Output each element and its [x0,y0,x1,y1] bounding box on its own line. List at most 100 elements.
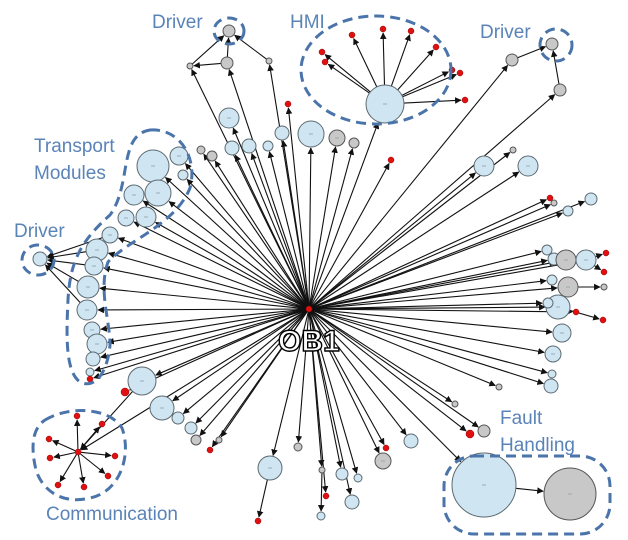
edge [379,32,387,86]
leaf-node [98,420,106,428]
edge [234,154,309,307]
ob1-label: OB1 [278,325,340,358]
edge [220,311,308,438]
edge [311,303,546,311]
edge [311,310,467,432]
edge [295,311,310,443]
driver-left-label: Driver [14,221,65,242]
edge [107,251,307,309]
block-node [353,473,363,483]
block-node [222,24,236,38]
block-node [550,199,558,207]
edge [311,203,551,309]
edge [324,54,371,93]
edge [317,472,325,512]
edge [310,310,462,463]
edge [193,61,222,69]
nodes [32,24,610,525]
edges [44,32,603,518]
edge [550,50,560,85]
edge [353,38,378,88]
block-node [241,138,257,154]
block-node [220,56,234,70]
edge [232,127,309,307]
edge [309,311,385,446]
edge [285,107,310,307]
block-node [344,494,360,510]
block-node [542,297,554,309]
leaf-node [602,249,610,257]
block-node [274,125,290,141]
edge [311,258,548,309]
leaf-node [322,492,330,500]
leaf-node [284,100,292,108]
leaf-node [111,452,119,460]
edge [515,487,544,494]
leaf-node [45,435,53,443]
leaf-node [387,156,395,164]
block-node [543,378,559,394]
block-node [547,369,557,379]
edge [390,34,411,87]
block-node [553,83,567,97]
leaf-node [432,43,440,51]
edge [280,140,310,307]
edge [227,69,309,307]
driver-top-outline [212,16,246,46]
edge [311,249,542,309]
edge [133,221,307,309]
edge [99,285,307,310]
edge [168,201,307,308]
edge [79,453,106,474]
edge [80,391,134,450]
ob1-center-node [305,305,313,313]
edge [165,177,308,308]
leaf-node [600,268,608,276]
block-node [293,442,303,452]
edge [271,311,309,457]
block-node [85,367,95,377]
block-node [262,140,274,152]
block-node [186,62,194,70]
edge [100,309,307,360]
edge [250,152,309,307]
hmi-outline [299,14,453,126]
block-node [224,140,240,156]
edge [309,311,343,468]
leaf-node [104,472,112,480]
leaf-node [379,25,387,33]
edge [80,310,307,451]
leaf-node [54,481,62,489]
leaf-node [348,31,356,39]
edge [182,310,308,414]
block-node [196,145,206,155]
leaf-node [546,194,554,202]
driver-left-outline [20,243,56,277]
communication-outline [31,409,127,502]
leaf-node [254,517,262,525]
edge [77,454,86,484]
block-node [477,424,491,438]
block-node [318,466,326,474]
edge [203,153,308,307]
edge [308,311,329,493]
leaf-node [120,387,130,397]
edge [94,309,307,373]
edge [397,49,434,91]
fault-label-line2: Handling [500,435,575,456]
edge [311,300,543,310]
leaf-node [382,444,390,452]
block-node [184,421,198,435]
edge [199,310,308,436]
driver-right-outline [538,27,574,63]
edge [311,259,556,309]
edge [309,311,353,495]
transport-modules-outline [65,128,194,386]
edge [80,451,112,459]
edge [309,162,390,307]
leaf-node [74,448,82,456]
leaf-node [46,454,54,462]
block-node [451,400,459,408]
leaf-node [456,69,464,77]
